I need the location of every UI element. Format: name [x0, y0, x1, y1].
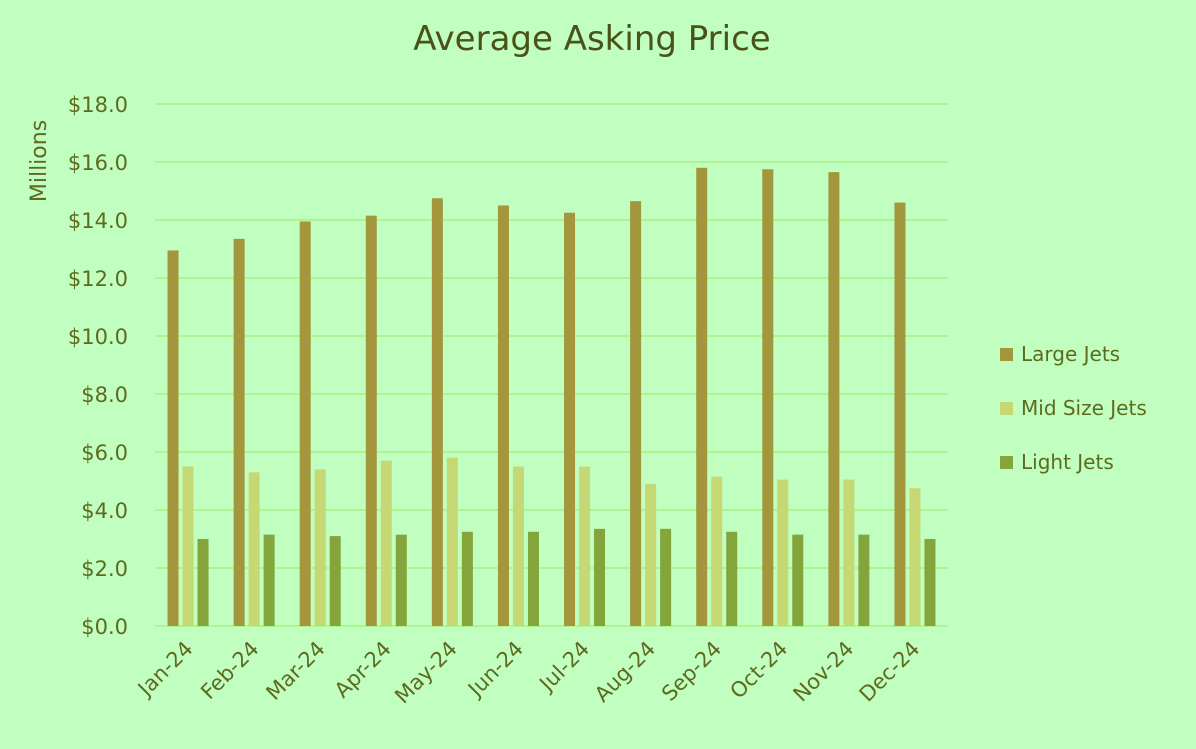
bar-light-jets	[858, 534, 870, 626]
bar-large-jets	[431, 198, 443, 626]
y-tick-label: $0.0	[81, 615, 128, 639]
bar-mid-size-jets	[380, 460, 392, 626]
y-tick-label: $2.0	[81, 557, 128, 581]
bar-mid-size-jets	[182, 466, 194, 626]
bar-light-jets	[329, 536, 341, 626]
x-tick-label: Mar-24	[261, 637, 329, 705]
legend: Large Jets Mid Size Jets Light Jets	[1000, 342, 1147, 474]
x-tick-label: Jul-24	[534, 637, 595, 698]
bar-large-jets	[299, 221, 311, 626]
bar-large-jets	[365, 215, 377, 626]
legend-swatch	[1000, 402, 1013, 415]
bar-mid-size-jets	[579, 466, 591, 626]
y-axis-title: Millions	[27, 120, 52, 202]
bar-mid-size-jets	[512, 466, 524, 626]
bar-large-jets	[894, 202, 906, 626]
bar-mid-size-jets	[446, 457, 458, 626]
bar-large-jets	[564, 212, 576, 626]
x-tick-label: May-24	[390, 637, 462, 709]
x-tick-label: Apr-24	[330, 637, 396, 703]
x-tick-label: Oct-24	[725, 637, 792, 704]
bar-light-jets	[594, 528, 606, 626]
bar-light-jets	[395, 534, 407, 626]
y-axis-tick-labels: $0.0 $2.0 $4.0 $6.0 $8.0 $10.0 $12.0 $14.0 $16.0…	[68, 93, 128, 639]
x-tick-label: Jun-24	[462, 637, 528, 703]
bar-light-jets	[792, 534, 804, 626]
legend-swatch	[1000, 348, 1013, 361]
x-tick-label: Sep-24	[657, 637, 726, 706]
x-tick-label: Aug-24	[590, 637, 660, 707]
bar-light-jets	[197, 539, 209, 626]
y-tick-label: $14.0	[68, 209, 128, 233]
x-tick-label: Dec-24	[855, 637, 925, 707]
bar-light-jets	[263, 534, 275, 626]
bar-large-jets	[233, 238, 245, 626]
bar-large-jets	[167, 250, 179, 626]
y-tick-label: $16.0	[68, 151, 128, 175]
y-tick-label: $12.0	[68, 267, 128, 291]
legend-label: Large Jets	[1021, 342, 1120, 366]
bar-mid-size-jets	[645, 483, 657, 626]
bar-light-jets	[726, 531, 738, 626]
y-tick-label: $4.0	[81, 499, 128, 523]
y-tick-label: $8.0	[81, 383, 128, 407]
bar-mid-size-jets	[777, 479, 789, 626]
bar-light-jets	[660, 528, 672, 626]
bars	[167, 167, 936, 627]
x-tick-label: Feb-24	[196, 637, 264, 705]
bar-large-jets	[497, 205, 509, 626]
y-tick-label: $18.0	[68, 93, 128, 117]
bar-mid-size-jets	[909, 488, 921, 626]
bar-large-jets	[696, 167, 708, 627]
gridlines	[155, 103, 948, 627]
bar-light-jets	[924, 539, 936, 626]
chart-title: Average Asking Price	[413, 19, 770, 59]
bar-light-jets	[527, 531, 539, 626]
y-tick-label: $10.0	[68, 325, 128, 349]
bar-large-jets	[630, 201, 642, 626]
bar-large-jets	[828, 172, 840, 626]
bar-mid-size-jets	[248, 472, 260, 626]
x-tick-label: Jan-24	[132, 637, 198, 703]
bar-mid-size-jets	[314, 469, 326, 626]
legend-label: Light Jets	[1021, 450, 1114, 474]
x-tick-label: Nov-24	[789, 637, 859, 707]
y-tick-label: $6.0	[81, 441, 128, 465]
bar-large-jets	[762, 169, 774, 626]
legend-label: Mid Size Jets	[1021, 396, 1147, 420]
bar-mid-size-jets	[711, 476, 723, 626]
bar-mid-size-jets	[843, 479, 855, 626]
legend-swatch	[1000, 456, 1013, 469]
bar-light-jets	[461, 531, 473, 626]
